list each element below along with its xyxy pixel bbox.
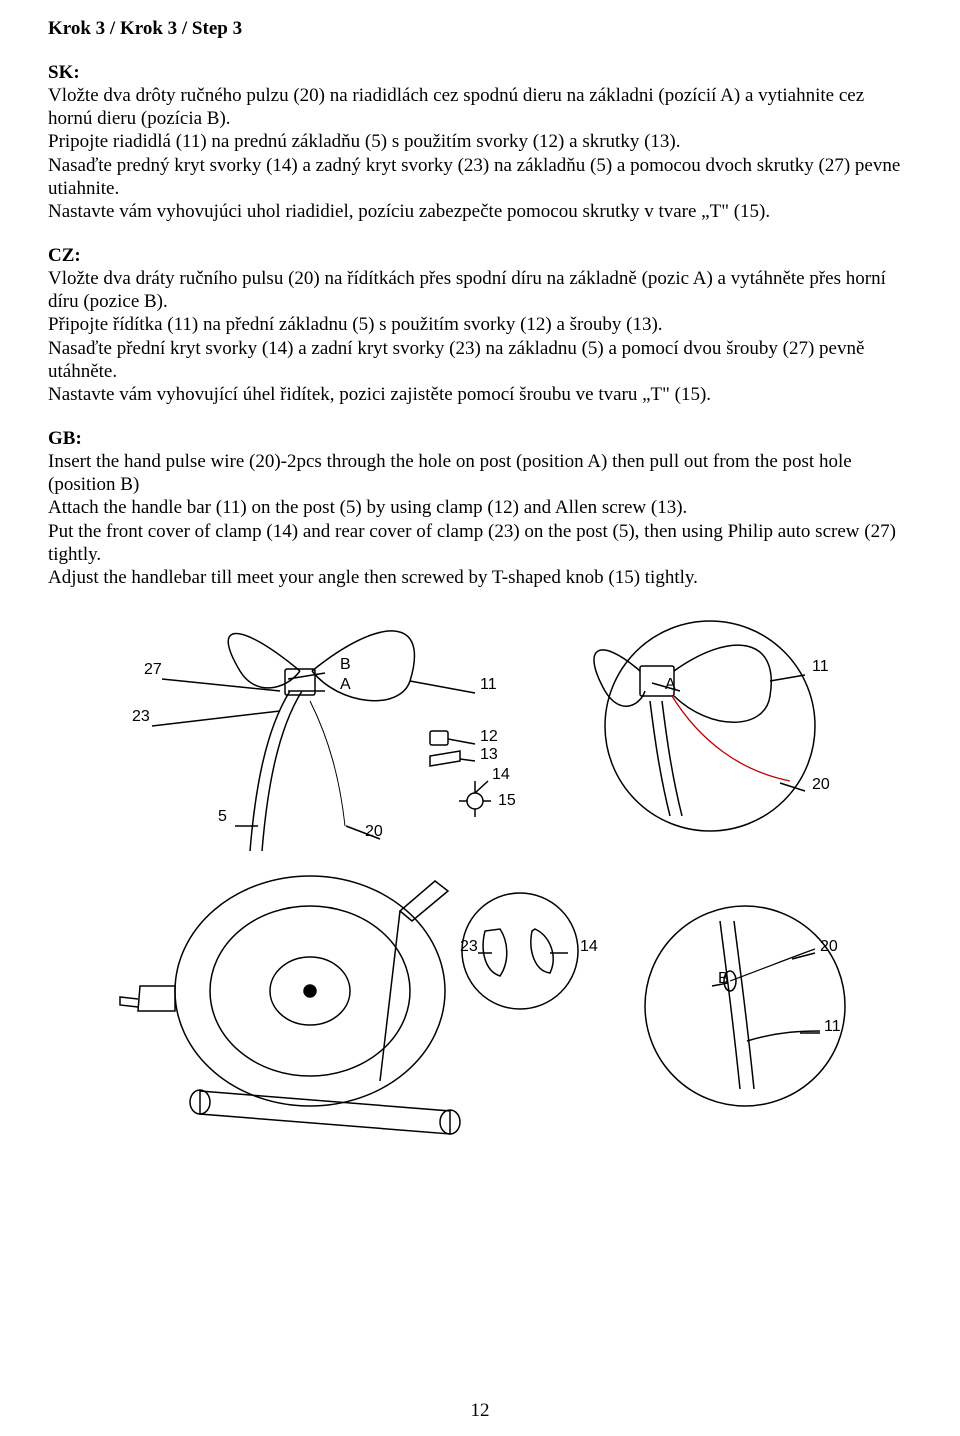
- page-number: 12: [0, 1400, 960, 1422]
- gb-p1: Insert the hand pulse wire (20)-2pcs thr…: [48, 450, 912, 496]
- svg-text:11: 11: [480, 676, 497, 693]
- svg-text:B: B: [718, 970, 729, 987]
- cz-p4: Nastavte vám vyhovující úhel řidítek, po…: [48, 383, 912, 406]
- svg-text:20: 20: [820, 938, 838, 955]
- svg-text:27: 27: [144, 661, 162, 678]
- sk-p1: Vložte dva drôty ručného pulzu (20) na r…: [48, 84, 912, 130]
- cz-p3: Nasaďte přední kryt svorky (14) a zadní …: [48, 337, 912, 383]
- svg-text:B: B: [340, 656, 351, 673]
- svg-text:5: 5: [218, 808, 227, 825]
- gb-p3: Put the front cover of clamp (14) and re…: [48, 520, 912, 566]
- assembly-diagram: 27235BA111213142015A11202314B2011: [48, 611, 912, 1177]
- sk-p4: Nastavte vám vyhovujúci uhol riadidiel, …: [48, 200, 912, 223]
- svg-text:13: 13: [480, 746, 498, 763]
- gb-p4: Adjust the handlebar till meet your angl…: [48, 566, 912, 589]
- cz-block: CZ: Vložte dva dráty ručního pulsu (20) …: [48, 245, 912, 406]
- gb-p2: Attach the handle bar (11) on the post (…: [48, 496, 912, 519]
- svg-text:23: 23: [460, 938, 478, 955]
- svg-text:A: A: [340, 676, 351, 693]
- svg-text:20: 20: [365, 823, 383, 840]
- gb-block: GB: Insert the hand pulse wire (20)-2pcs…: [48, 428, 912, 589]
- svg-text:11: 11: [824, 1018, 841, 1035]
- svg-text:14: 14: [580, 938, 598, 955]
- svg-text:12: 12: [480, 728, 498, 745]
- sk-block: SK: Vložte dva drôty ručného pulzu (20) …: [48, 62, 912, 223]
- svg-text:15: 15: [498, 792, 516, 809]
- svg-text:A: A: [665, 676, 676, 693]
- svg-text:20: 20: [812, 776, 830, 793]
- cz-label: CZ:: [48, 245, 912, 267]
- cz-p2: Připojte řídítka (11) na přední základnu…: [48, 313, 912, 336]
- svg-text:23: 23: [132, 708, 150, 725]
- svg-text:14: 14: [492, 766, 510, 783]
- gb-label: GB:: [48, 428, 912, 450]
- svg-text:11: 11: [812, 658, 829, 675]
- sk-p2: Pripojte riadidlá (11) na prednú základň…: [48, 130, 912, 153]
- sk-label: SK:: [48, 62, 912, 84]
- sk-p3: Nasaďte predný kryt svorky (14) a zadný …: [48, 154, 912, 200]
- step-title: Krok 3 / Krok 3 / Step 3: [48, 18, 912, 40]
- cz-p1: Vložte dva dráty ručního pulsu (20) na ř…: [48, 267, 912, 313]
